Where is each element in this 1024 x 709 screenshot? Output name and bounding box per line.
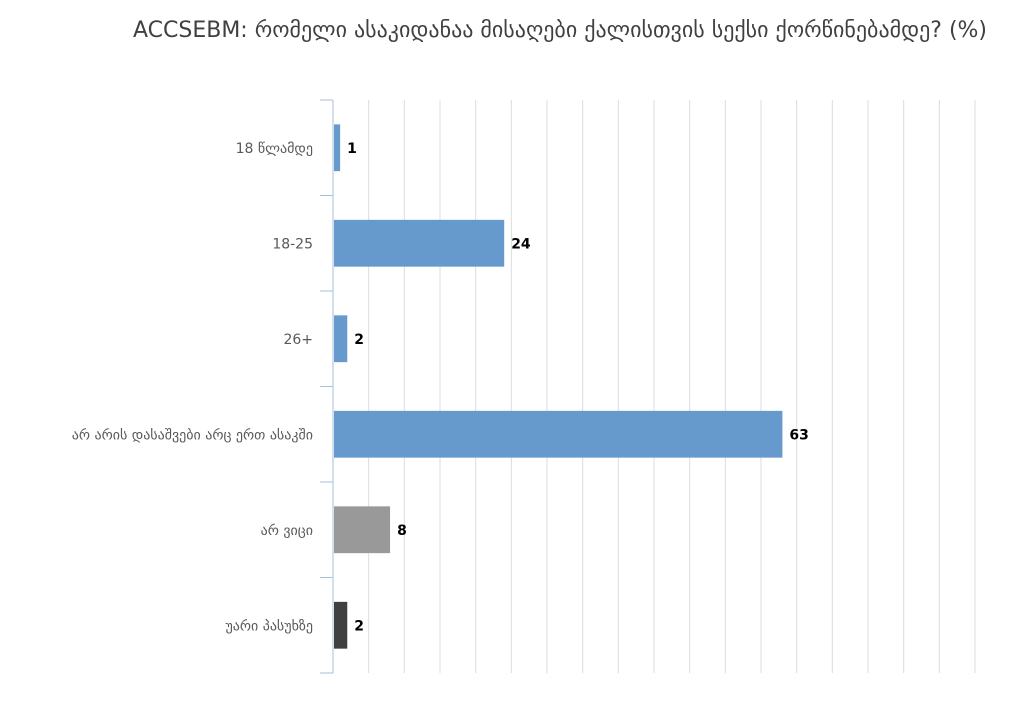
data-label: 8 xyxy=(397,523,407,539)
bar xyxy=(334,410,783,458)
category-label: უარი პასუხზე xyxy=(225,617,313,634)
bar xyxy=(334,219,505,267)
data-label: 2 xyxy=(354,332,364,348)
category-label: არ არის დასაშვები არც ერთ ასაკში xyxy=(72,426,313,443)
category-label: 18-25 xyxy=(272,236,313,252)
category-label: არ ვიცი xyxy=(261,522,313,539)
data-label: 2 xyxy=(354,618,364,634)
bar xyxy=(334,124,341,172)
category-label: 18 წლამდე xyxy=(236,141,313,157)
data-label: 24 xyxy=(511,236,531,252)
bar xyxy=(334,601,348,649)
bar xyxy=(334,315,348,363)
category-label: 26+ xyxy=(283,332,313,348)
chart-title: ACCSEBM: რომელი ასაკიდანაა მისაღები ქალი… xyxy=(132,18,988,43)
data-label: 63 xyxy=(789,427,808,443)
data-label: 1 xyxy=(347,141,357,157)
bar xyxy=(334,506,391,554)
